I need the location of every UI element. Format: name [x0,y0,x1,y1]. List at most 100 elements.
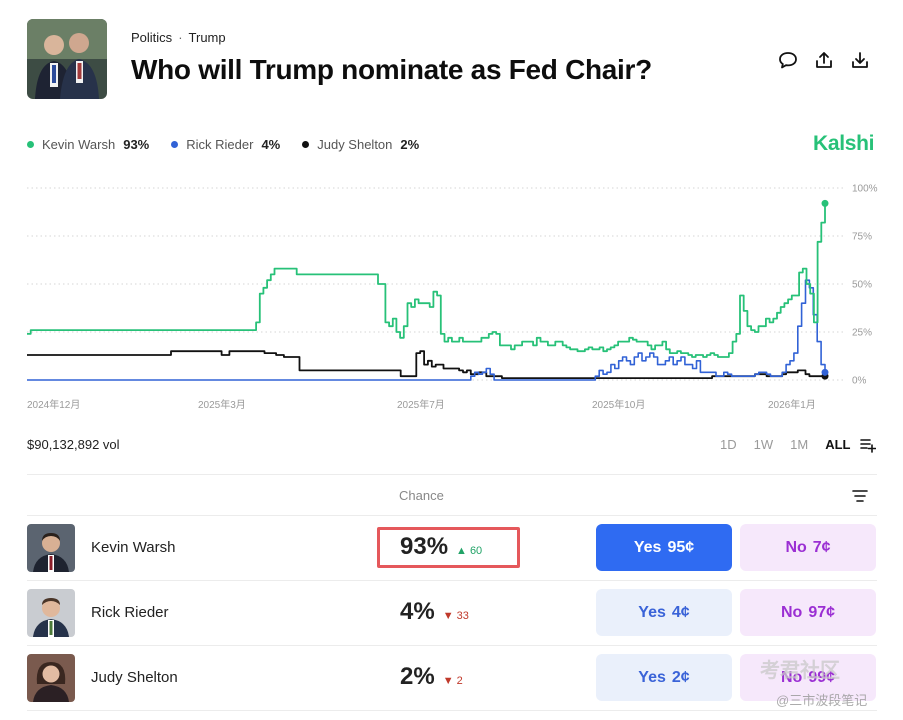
watermark-logo: 考君社区 [760,660,840,682]
table-row[interactable]: Judy Shelton 2% ▼ 2 Yes 2¢ No 99¢ [27,646,877,710]
y-axis-ticks: 100% 75% 50% 25% 0% [852,184,878,387]
avatar [27,654,75,702]
triangle-up-icon: ▲ [456,545,467,557]
y-tick-label: 25% [852,328,872,339]
series-endpoint-kevin-warsh [821,199,829,207]
legend-item-shelton: Judy Shelton 2% [302,137,419,152]
x-tick-label: 2025年7月 [397,398,445,411]
avatar [27,524,75,572]
breadcrumb-separator: · [178,30,183,45]
chance-delta: ▼ 33 [443,610,469,622]
series-line-rick-rieder [27,279,826,381]
x-axis-ticks: 2024年12月 2025年3月 2025年7月 2025年10月 2026年1月 [27,398,816,411]
x-tick-label: 2025年3月 [198,398,246,411]
chart-legend: Kevin Warsh 93% Rick Rieder 4% Judy Shel… [27,137,419,152]
avatar [27,589,75,637]
download-icon[interactable] [850,50,870,70]
divider [27,515,877,516]
y-tick-label: 100% [852,184,878,195]
series-line-judy-shelton [27,350,825,379]
chart-lines [27,199,829,381]
time-range-selector: 1D 1W 1M ALL [720,437,850,452]
legend-dot-warsh [27,141,34,148]
legend-name: Kevin Warsh [42,137,116,152]
legend-name: Rick Rieder [186,137,254,152]
add-series-icon[interactable] [860,437,877,453]
range-all[interactable]: ALL [825,437,851,452]
yes-price: 2¢ [671,668,690,686]
divider [27,474,877,475]
delta-value: 2 [456,675,463,687]
series-line-kevin-warsh [27,203,826,358]
no-label: No [780,668,803,686]
yes-price: 4¢ [671,603,690,621]
divider [27,645,877,646]
comment-icon[interactable] [778,50,798,70]
chance-percent: 4% [400,598,435,625]
sort-icon[interactable] [852,489,868,503]
series-endpoint-rick-rieder [821,368,829,376]
candidate-name: Rick Rieder [91,604,169,621]
y-tick-label: 50% [852,280,872,291]
delta-value: 60 [469,545,483,557]
table-row[interactable]: Rick Rieder 4% ▼ 33 Yes 4¢ No 97¢ [27,581,877,645]
range-1m[interactable]: 1M [790,437,809,452]
yes-label: Yes [633,538,662,556]
price-chart: 100%75%50%25%0% 2024年12月 2025年3月 2025年7月 20… [27,184,878,411]
chance-delta: ▲ 60 [456,545,482,557]
y-tick-label: 75% [852,232,872,243]
no-price: 97¢ [808,603,836,621]
share-icon[interactable] [814,50,834,70]
legend-name: Judy Shelton [317,137,393,152]
volume-label: $90,132,892 vol [27,437,120,452]
yes-label: Yes [638,668,666,686]
chance-delta: ▼ 2 [443,675,463,687]
breadcrumb-politics[interactable]: Politics [131,30,173,45]
no-label: No [780,603,803,621]
legend-item-warsh: Kevin Warsh 93% [27,137,149,152]
chance-value: 4% ▼ 33 [400,598,469,626]
breadcrumb: Politics · Trump [131,30,226,45]
buy-yes-button[interactable]: Yes 95¢ [596,524,732,571]
triangle-down-icon: ▼ [442,675,454,687]
range-1w[interactable]: 1W [753,437,774,452]
delta-value: 33 [456,610,469,622]
buy-no-button[interactable]: No 99¢ [740,654,876,701]
yes-label: Yes [638,603,666,621]
chance-value: 93% ▲ 60 [400,533,482,561]
buy-yes-button[interactable]: Yes 4¢ [596,589,732,636]
kalshi-logo: Kalshi [813,132,875,155]
divider [27,710,877,711]
market-thumbnail [27,19,107,99]
x-tick-label: 2024年12月 [27,398,80,411]
chance-value: 2% ▼ 2 [400,663,463,691]
buy-no-button[interactable]: No 97¢ [740,589,876,636]
legend-dot-shelton [302,141,310,148]
triangle-down-icon: ▼ [442,610,454,622]
breadcrumb-trump[interactable]: Trump [188,30,226,45]
watermark-handle: @三市波段笔记 [776,693,868,708]
candidate-name: Kevin Warsh [91,539,176,556]
legend-pct: 2% [400,137,420,152]
no-label: No [785,538,807,556]
yes-price: 95¢ [667,538,695,556]
page-title: Who will Trump nominate as Fed Chair? [131,54,652,85]
legend-item-rieder: Rick Rieder 4% [171,137,280,152]
legend-pct: 4% [261,137,281,152]
candidate-name: Judy Shelton [91,669,178,686]
buy-no-button[interactable]: No 7¢ [740,524,876,571]
chance-percent: 2% [400,663,435,690]
range-1d[interactable]: 1D [720,437,737,452]
divider [27,580,877,581]
x-tick-label: 2025年10月 [592,398,645,411]
chart-grid [27,187,845,381]
y-tick-label: 0% [852,376,867,387]
legend-pct: 93% [123,137,150,152]
no-price: 7¢ [812,538,831,556]
highlight-box [377,527,520,568]
table-row[interactable]: Kevin Warsh 93% ▲ 60 Yes 95¢ No 7¢ [27,516,877,580]
no-price: 99¢ [808,668,836,686]
chance-percent: 93% [400,533,449,560]
x-tick-label: 2026年1月 [768,398,816,411]
buy-yes-button[interactable]: Yes 2¢ [596,654,732,701]
